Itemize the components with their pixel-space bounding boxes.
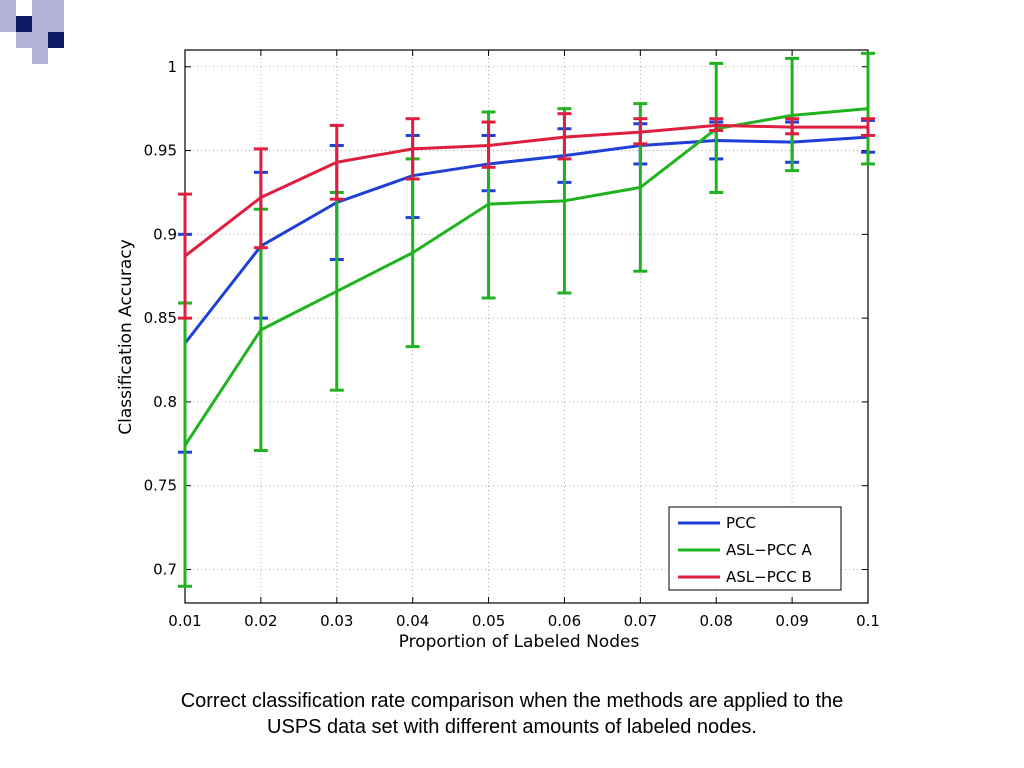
y-tick-label: 0.95 (144, 142, 177, 160)
legend: PCC ASL−PCC A ASL−PCC B (668, 506, 842, 591)
x-tick-label: 0.05 (472, 612, 505, 630)
line-chart: 0.70.750.80.850.90.951 0.01 0.02 0.03 0.04 0… (116, 49, 880, 652)
x-tick-label: 0.09 (775, 612, 808, 630)
y-tick-label: 0.7 (153, 560, 177, 578)
x-tick-label: 0.04 (396, 612, 429, 630)
y-tick-label: 0.75 (144, 477, 177, 495)
x-tick-label: 0.1 (856, 612, 880, 630)
y-tick-label: 0.9 (153, 225, 177, 243)
series-line (183, 107, 869, 447)
x-tick-label: 0.06 (548, 612, 581, 630)
series-line (183, 135, 869, 345)
caption-line-2: USPS data set with different amounts of … (267, 716, 757, 738)
y-axis-label: Classification Accuracy (116, 239, 136, 435)
x-tick-label: 0.02 (244, 612, 277, 630)
x-axis-ticks: 0.01 0.02 0.03 0.04 0.05 0.06 0.07 0.08 0.09 0.1 (168, 50, 880, 630)
series-1 (178, 51, 875, 588)
series-layer (178, 51, 875, 588)
x-axis-label: Proportion of Labeled Nodes (399, 632, 640, 652)
slide-logo-squares (0, 0, 64, 64)
legend-entry: ASL−PCC B (726, 568, 812, 586)
slide-caption: Correct classification rate comparison w… (100, 688, 924, 740)
series-2 (178, 112, 875, 320)
caption-line-1: Correct classification rate comparison w… (180, 690, 844, 712)
x-tick-label: 0.08 (700, 612, 733, 630)
x-tick-label: 0.01 (168, 612, 201, 630)
y-tick-label: 0.85 (144, 309, 177, 327)
x-tick-label: 0.07 (624, 612, 657, 630)
series-line (184, 123, 868, 258)
legend-entry: ASL−PCC A (726, 541, 812, 559)
legend-entry: PCC (726, 514, 756, 532)
y-tick-label: 1 (167, 58, 177, 76)
x-tick-label: 0.03 (320, 612, 353, 630)
y-tick-label: 0.8 (153, 393, 177, 411)
y-axis-ticks: 0.7 0.75 0.8 0.85 0.9 0.95 1 (144, 58, 868, 578)
